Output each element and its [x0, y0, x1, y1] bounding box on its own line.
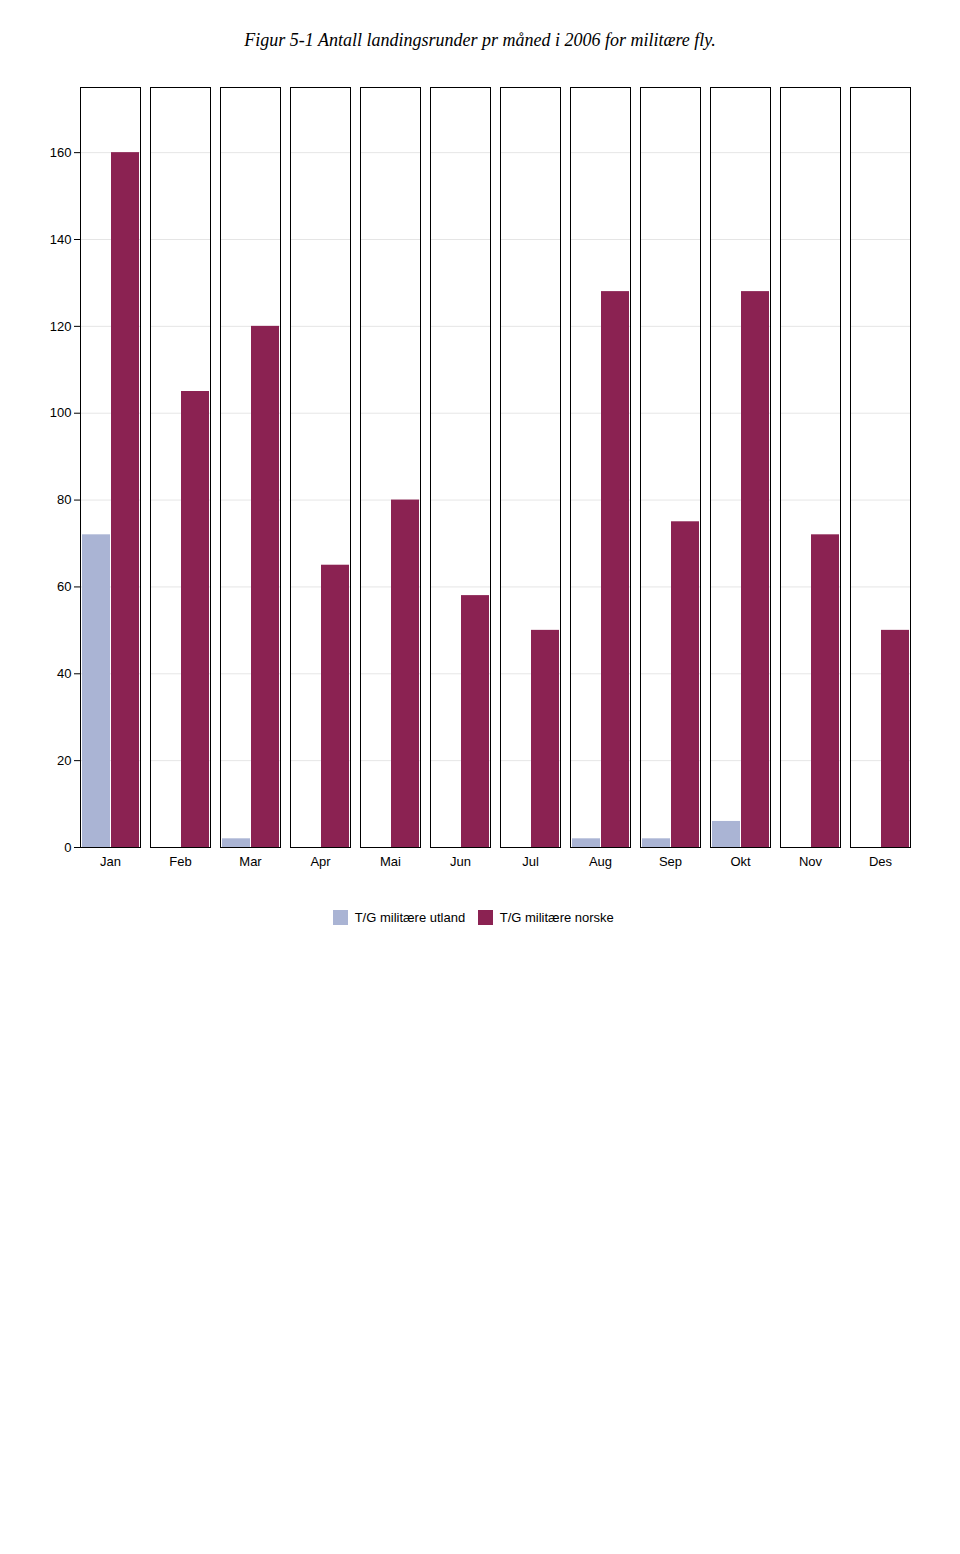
svg-text:Des: Des: [869, 854, 893, 869]
svg-text:Sep: Sep: [659, 854, 682, 869]
svg-text:40: 40: [57, 666, 71, 681]
html-text:Figur 5-1 Antall landingsrunde: Figur 5-1 Antall landingsrunder pr måned…: [244, 30, 716, 50]
svg-text:140: 140: [50, 232, 72, 247]
svg-text:100: 100: [50, 405, 72, 420]
svg-text:Feb: Feb: [169, 854, 191, 869]
svg-text:Aug: Aug: [589, 854, 612, 869]
svg-text:Apr: Apr: [310, 854, 331, 869]
svg-text:Nov: Nov: [799, 854, 823, 869]
svg-text:Jun: Jun: [450, 854, 471, 869]
html-text:T/G militære norske: T/G militære norske: [499, 910, 614, 925]
svg-text:120: 120: [50, 319, 72, 334]
svg-text:Mai: Mai: [380, 854, 401, 869]
svg-text:Jul: Jul: [522, 854, 539, 869]
svg-text:80: 80: [57, 492, 71, 507]
svg-text:60: 60: [57, 579, 71, 594]
svg-text:Mar: Mar: [239, 854, 262, 869]
svg-text:Okt: Okt: [730, 854, 751, 869]
svg-text:Jan: Jan: [100, 854, 121, 869]
svg-text:160: 160: [50, 145, 72, 160]
html-text:T/G militære utland: T/G militære utland: [354, 910, 466, 925]
svg-text:0: 0: [64, 840, 71, 855]
svg-text:20: 20: [57, 753, 71, 768]
